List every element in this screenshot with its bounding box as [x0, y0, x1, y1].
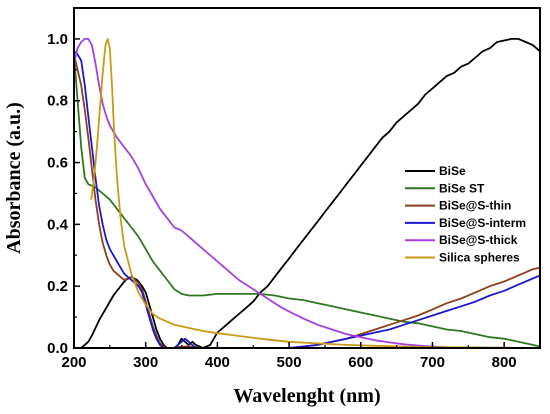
y-tick-label: 0.8 [47, 93, 68, 110]
legend-label: Silica spheres [439, 251, 520, 265]
x-tick-label: 300 [133, 354, 158, 371]
y-tick-label: 0.6 [47, 155, 68, 172]
series-line-silica-spheres [90, 38, 540, 348]
y-axis-title: Absorbance (a.u.) [3, 102, 25, 254]
y-tick-label: 0.4 [47, 216, 69, 233]
legend-label: BiSe ST [439, 181, 485, 195]
series-line-bise-s-interm [74, 50, 540, 348]
series-line-bise [74, 38, 540, 348]
series-line-bise-s-thick [74, 38, 540, 348]
legend-label: BiSe@S-thick [439, 233, 518, 247]
legend: BiSe BiSe ST BiSe@S-thin BiSe@S-interm BiSe@… [405, 164, 526, 265]
y-tick-label: 0.0 [47, 340, 68, 357]
y-tick-label: 1.0 [47, 31, 68, 48]
x-tick-label: 200 [61, 354, 86, 371]
legend-label: BiSe@S-interm [439, 216, 526, 230]
x-tick-label: 600 [348, 354, 373, 371]
y-tick-label: 0.2 [47, 278, 68, 295]
x-axis-ticks: 200 300 400 500 600 700 800 [61, 342, 517, 371]
x-axis-title: Wavelenght (nm) [233, 385, 380, 407]
y-axis-ticks: 0.0 0.2 0.4 0.6 0.8 1.0 [47, 7, 80, 357]
x-tick-label: 800 [492, 354, 517, 371]
series-line-bise-st [74, 54, 540, 348]
legend-label: BiSe@S-thin [439, 199, 511, 213]
x-tick-label: 500 [277, 354, 302, 371]
x-tick-label: 700 [420, 354, 445, 371]
plot-frame [73, 7, 541, 349]
legend-label: BiSe [439, 164, 466, 178]
x-tick-label: 400 [205, 354, 230, 371]
